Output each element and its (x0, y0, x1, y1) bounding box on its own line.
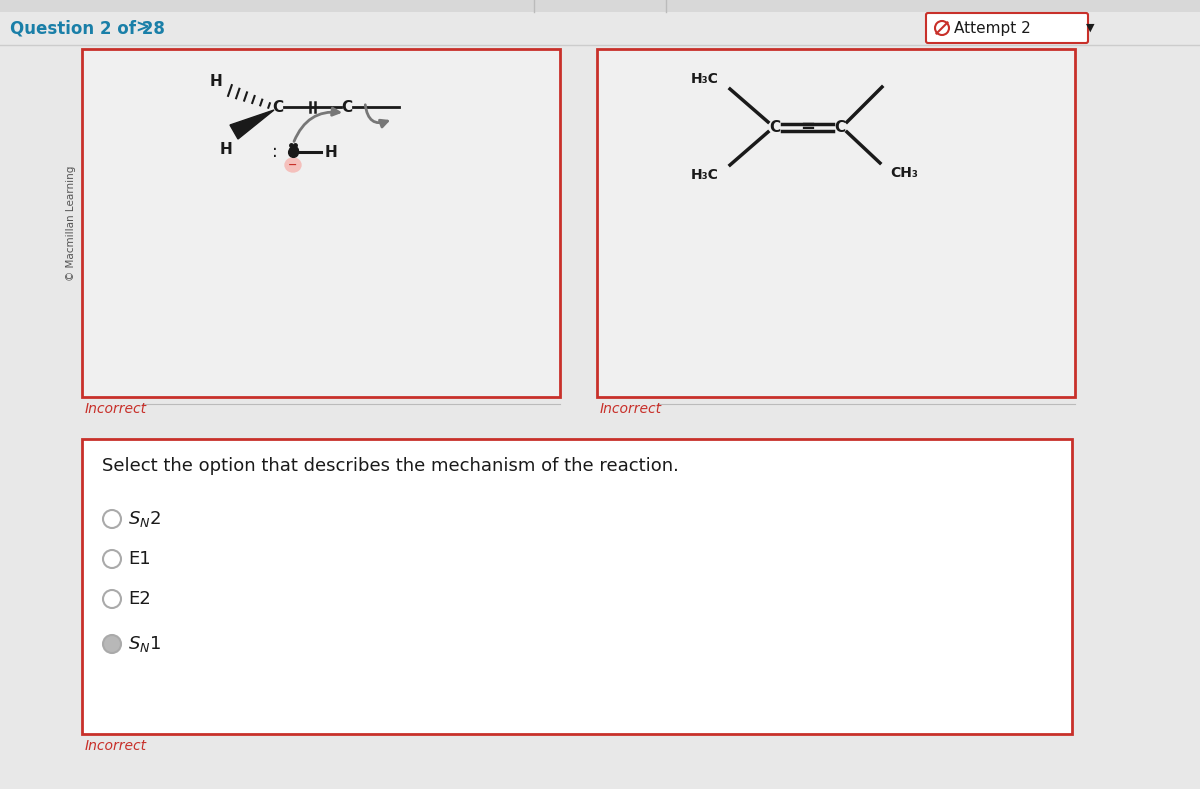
Text: Incorrect: Incorrect (85, 739, 148, 753)
Text: H₃C: H₃C (691, 168, 719, 182)
FancyBboxPatch shape (82, 49, 560, 397)
Text: C: C (272, 99, 283, 114)
Text: E2: E2 (128, 590, 151, 608)
Circle shape (103, 635, 121, 653)
FancyArrowPatch shape (365, 105, 388, 127)
Text: C: C (342, 99, 353, 114)
Text: H: H (325, 144, 337, 159)
Text: :: : (272, 143, 278, 161)
Text: C: C (769, 119, 780, 134)
FancyBboxPatch shape (926, 13, 1088, 43)
Circle shape (935, 21, 949, 35)
Text: C: C (834, 119, 846, 134)
FancyArrowPatch shape (294, 108, 340, 141)
FancyBboxPatch shape (598, 49, 1075, 397)
Circle shape (103, 590, 121, 608)
Text: CH₃: CH₃ (890, 166, 918, 180)
Text: ▼: ▼ (1086, 23, 1094, 33)
Text: Question 2 of 28: Question 2 of 28 (10, 19, 164, 37)
FancyBboxPatch shape (0, 12, 1200, 44)
Text: >: > (134, 19, 149, 37)
Text: Incorrect: Incorrect (600, 402, 662, 416)
Text: H: H (210, 73, 222, 88)
Text: H₃C: H₃C (691, 72, 719, 86)
Circle shape (103, 510, 121, 528)
Text: H: H (220, 141, 233, 156)
Text: Attempt 2: Attempt 2 (954, 21, 1031, 36)
Ellipse shape (286, 158, 301, 172)
Text: E1: E1 (128, 550, 151, 568)
Text: © Macmillan Learning: © Macmillan Learning (66, 166, 76, 281)
Text: −: − (288, 160, 298, 170)
Polygon shape (230, 110, 274, 139)
Text: =: = (800, 118, 815, 136)
Text: $S_N$1: $S_N$1 (128, 634, 161, 654)
Text: Select the option that describes the mechanism of the reaction.: Select the option that describes the mec… (102, 457, 679, 475)
Text: $S_N$2: $S_N$2 (128, 509, 161, 529)
FancyBboxPatch shape (82, 439, 1072, 734)
Text: O: O (287, 145, 299, 159)
FancyBboxPatch shape (0, 0, 1200, 12)
Circle shape (103, 550, 121, 568)
Text: Incorrect: Incorrect (85, 402, 148, 416)
